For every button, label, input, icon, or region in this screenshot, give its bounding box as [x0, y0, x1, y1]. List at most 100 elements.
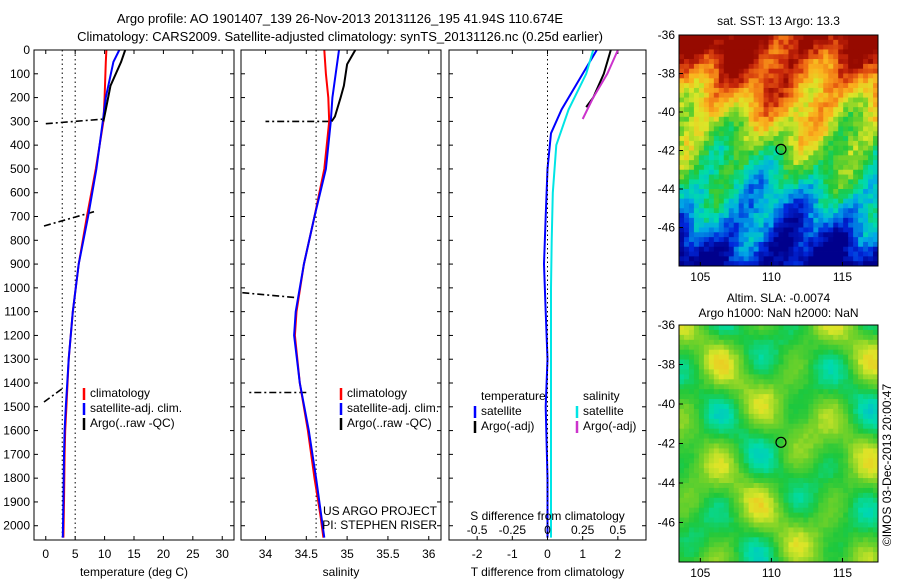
map-cell — [798, 107, 804, 113]
map-cell — [703, 63, 710, 70]
map-cell — [723, 468, 730, 474]
map-cell — [758, 112, 764, 118]
map-cell — [848, 483, 854, 489]
map-cell — [788, 478, 794, 484]
map-cell — [873, 394, 879, 400]
map-cell — [683, 329, 690, 336]
map-cell — [763, 83, 769, 89]
map-cell — [818, 35, 824, 41]
map-cell — [798, 492, 804, 499]
map-cell — [803, 87, 809, 94]
map-cell — [708, 136, 715, 142]
map-cell — [698, 150, 705, 156]
map-cell — [683, 458, 690, 464]
map-cell — [708, 384, 715, 390]
map-cell — [718, 184, 725, 190]
map-cell — [758, 483, 764, 489]
map-cell — [753, 408, 760, 415]
map-cell — [873, 329, 879, 336]
map-cell — [863, 222, 869, 228]
map-cell — [708, 78, 715, 84]
map-cell — [858, 497, 864, 504]
map-cell — [848, 246, 854, 252]
map-cell — [679, 121, 685, 127]
map-cell — [843, 246, 849, 252]
x-tick-label: -1 — [507, 547, 518, 561]
x-axis-label: T difference from climatology — [471, 565, 625, 579]
map-cell — [813, 140, 819, 147]
map-cell — [738, 458, 745, 464]
map-cell — [743, 527, 750, 533]
map-cell — [868, 189, 874, 195]
map-cell — [823, 522, 829, 528]
map-cell — [743, 150, 750, 156]
map-cell — [703, 198, 710, 204]
map-cell — [828, 458, 834, 464]
map-cell — [793, 63, 799, 70]
map-cell — [683, 261, 690, 267]
map-cell — [723, 155, 730, 161]
map-cell — [708, 44, 715, 50]
map-cell — [838, 557, 844, 563]
map-cell — [679, 448, 685, 454]
map-cell — [748, 478, 755, 484]
map-cell — [793, 241, 799, 248]
legend-label: climatology — [90, 386, 150, 400]
map-cell — [718, 49, 725, 55]
map-cell — [718, 213, 725, 219]
map-cell — [698, 334, 705, 341]
map-cell — [803, 179, 809, 185]
map-cell — [713, 102, 720, 108]
map-cell — [843, 438, 849, 444]
map-cell — [788, 438, 794, 444]
map-cell — [688, 547, 695, 553]
map-cell — [698, 83, 705, 89]
map-cell — [703, 44, 710, 50]
map-cell — [713, 78, 720, 84]
map-cell — [733, 478, 740, 484]
map-cell — [873, 532, 879, 538]
map-cell — [823, 68, 829, 74]
map-cell — [833, 329, 839, 336]
map-cell — [853, 547, 859, 553]
map-cell — [758, 189, 764, 195]
map-cell — [758, 428, 764, 435]
map-cell — [803, 203, 809, 209]
map-cell — [718, 174, 725, 180]
map-cell — [733, 507, 740, 514]
map-cell — [768, 433, 774, 439]
map-cell — [778, 537, 784, 543]
map-cell — [733, 222, 740, 228]
map-cell — [693, 497, 700, 504]
map-cell — [798, 428, 804, 435]
map-cell — [703, 364, 710, 370]
map-cell — [848, 97, 854, 103]
map-cell — [838, 374, 844, 380]
map-cell — [783, 394, 789, 400]
map-cell — [798, 453, 804, 459]
map-cell — [843, 463, 849, 469]
map-cell — [748, 87, 755, 94]
map-cell — [748, 502, 755, 509]
x-tick-label: 1 — [579, 547, 586, 561]
map-cell — [793, 203, 799, 209]
map-cell — [713, 169, 720, 175]
map-cell — [698, 121, 705, 127]
map-cell — [848, 418, 854, 425]
map-cell — [713, 217, 720, 224]
map-cell — [808, 217, 814, 224]
map-cell — [813, 374, 819, 380]
map-cell — [718, 140, 725, 147]
map-cell — [763, 232, 769, 238]
map-cell — [748, 63, 755, 70]
map-cell — [823, 374, 829, 380]
map-cell — [853, 121, 859, 127]
map-cell — [679, 408, 685, 415]
map-cell — [818, 227, 824, 233]
map-cell — [873, 399, 879, 405]
map-cell — [688, 399, 695, 405]
series-line-argo-raw-qc- — [330, 49, 357, 122]
map-cell — [703, 193, 710, 200]
map-cell — [778, 433, 784, 439]
map-cell — [743, 145, 750, 151]
